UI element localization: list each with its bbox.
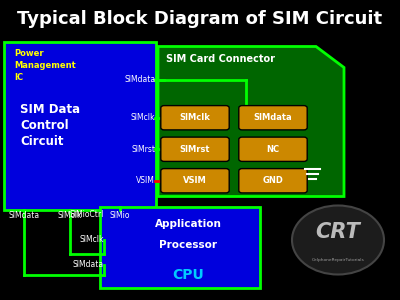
- Polygon shape: [158, 46, 344, 196]
- Circle shape: [292, 206, 384, 274]
- FancyBboxPatch shape: [100, 207, 260, 288]
- Text: SIMclk: SIMclk: [80, 236, 104, 244]
- Text: SIMrst: SIMrst: [131, 145, 155, 154]
- Text: SIMclk: SIMclk: [131, 113, 155, 122]
- FancyBboxPatch shape: [161, 137, 229, 161]
- FancyBboxPatch shape: [239, 106, 307, 130]
- Text: SIMdata: SIMdata: [124, 75, 155, 84]
- Text: NC: NC: [266, 145, 280, 154]
- Text: VSIM: VSIM: [183, 176, 207, 185]
- Text: SIM Card Connector: SIM Card Connector: [166, 54, 275, 64]
- FancyBboxPatch shape: [4, 42, 156, 210]
- Text: Power
Management
IC: Power Management IC: [14, 50, 76, 82]
- Text: SIMclk: SIMclk: [58, 212, 82, 220]
- Text: SIMio: SIMio: [110, 212, 130, 220]
- FancyBboxPatch shape: [239, 137, 307, 161]
- Text: Typical Block Diagram of SIM Circuit: Typical Block Diagram of SIM Circuit: [18, 11, 382, 28]
- Text: CelphoneRepairTutorials: CelphoneRepairTutorials: [312, 258, 364, 262]
- Text: SIMdata: SIMdata: [73, 260, 104, 269]
- FancyBboxPatch shape: [161, 169, 229, 193]
- Text: SIMioCtrl: SIMioCtrl: [70, 210, 104, 219]
- Text: CPU: CPU: [172, 268, 204, 282]
- Text: SIM Data
Control
Circuit: SIM Data Control Circuit: [20, 103, 80, 148]
- Text: SIMclk: SIMclk: [180, 113, 210, 122]
- Text: Application: Application: [154, 219, 222, 229]
- Text: SIMdata: SIMdata: [254, 113, 292, 122]
- Text: Processor: Processor: [159, 240, 217, 250]
- Text: VSIM: VSIM: [136, 176, 155, 185]
- Text: GND: GND: [262, 176, 284, 185]
- Text: CRT: CRT: [316, 223, 360, 242]
- Text: SIMdata: SIMdata: [8, 212, 40, 220]
- FancyBboxPatch shape: [161, 106, 229, 130]
- FancyBboxPatch shape: [239, 169, 307, 193]
- Text: SIMrst: SIMrst: [180, 145, 210, 154]
